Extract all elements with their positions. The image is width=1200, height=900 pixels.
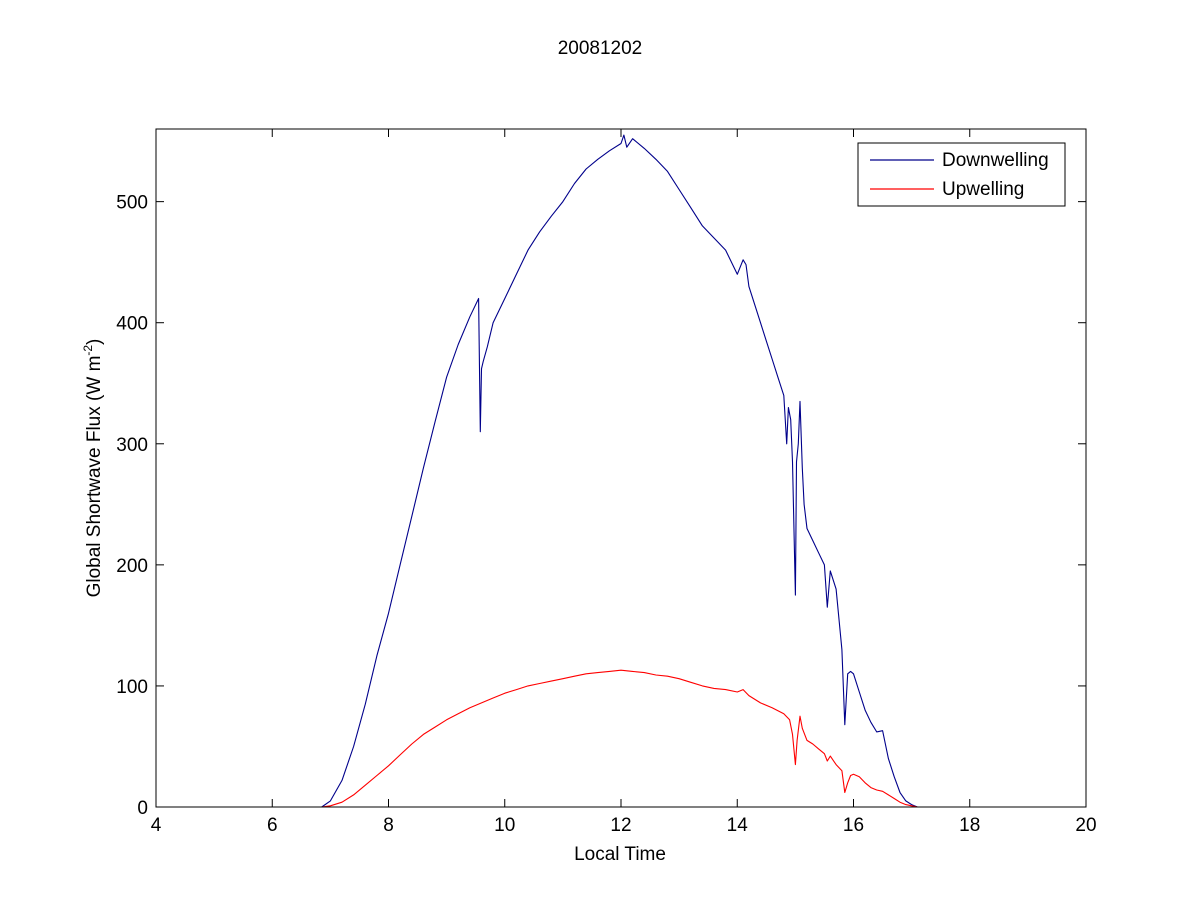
x-axis-label: Local Time (574, 844, 666, 865)
series-layer (321, 134, 918, 808)
chart-title: 20081202 (558, 38, 643, 59)
y-axis-label-superscript: -2 (81, 345, 95, 356)
y-tick-label-300: 300 (116, 435, 148, 456)
plot-area (156, 129, 1086, 807)
x-tick-label-8: 8 (383, 815, 394, 836)
y-tick-label-400: 400 (116, 314, 148, 335)
y-axis-ticks: 0 100 200 300 400 500 (116, 193, 1086, 819)
y-tick-label-500: 500 (116, 193, 148, 214)
legend-upwelling-label: Upwelling (942, 179, 1024, 200)
x-tick-label-4: 4 (151, 815, 162, 836)
y-axis-label: Global Shortwave Flux (W m-2) (81, 339, 105, 598)
x-tick-label-18: 18 (959, 815, 980, 836)
y-tick-label-0: 0 (137, 798, 148, 819)
y-axis-label-suffix: ) (84, 339, 105, 345)
legend-box (857, 142, 1066, 207)
series-line-upwelling (321, 669, 918, 808)
x-tick-label-16: 16 (843, 815, 864, 836)
x-tick-label-20: 20 (1075, 815, 1096, 836)
y-tick-label-200: 200 (116, 556, 148, 577)
y-axis-label-main: Global Shortwave Flux (W m (84, 356, 105, 598)
legend: Downwelling Upwelling (857, 142, 1066, 207)
x-axis-ticks: 4 6 8 10 12 14 16 18 20 (151, 129, 1097, 836)
x-tick-label-10: 10 (494, 815, 515, 836)
series-line-downwelling (321, 134, 918, 808)
x-tick-label-6: 6 (267, 815, 278, 836)
x-tick-label-14: 14 (727, 815, 749, 836)
legend-downwelling-label: Downwelling (942, 150, 1049, 171)
y-tick-label-100: 100 (116, 677, 148, 698)
x-tick-label-12: 12 (610, 815, 631, 836)
